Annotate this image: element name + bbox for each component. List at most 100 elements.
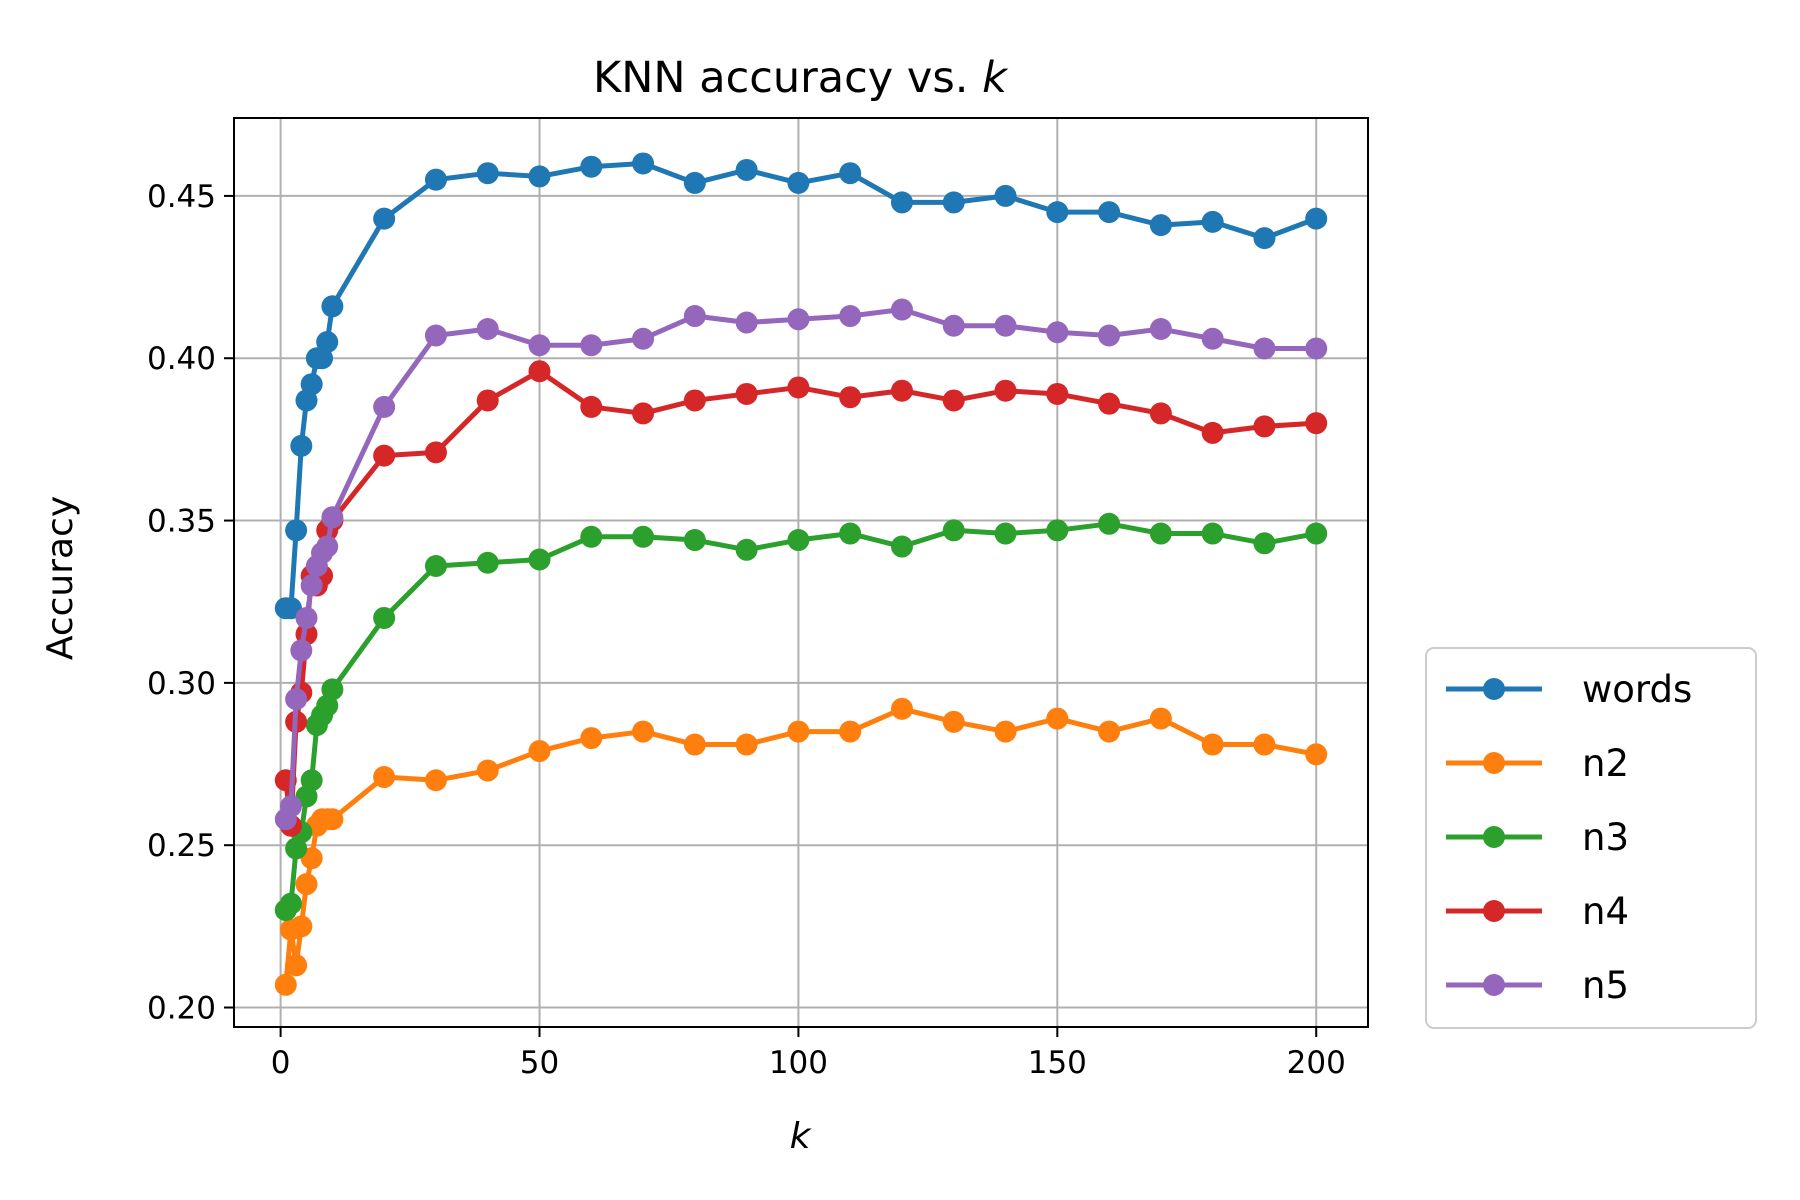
grid-layer bbox=[234, 118, 1368, 1027]
data-point-n5 bbox=[295, 606, 318, 629]
y-tick-label: 0.45 bbox=[147, 179, 216, 215]
data-point-n2 bbox=[890, 697, 913, 720]
y-tick-label: 0.30 bbox=[147, 666, 216, 702]
data-point-n2 bbox=[373, 766, 396, 789]
data-point-n4 bbox=[580, 395, 603, 418]
data-point-n2 bbox=[424, 769, 447, 792]
data-point-n5 bbox=[373, 395, 396, 418]
data-point-n5 bbox=[290, 639, 313, 662]
data-point-n5 bbox=[285, 688, 308, 711]
data-point-n4 bbox=[735, 382, 758, 405]
data-point-n5 bbox=[1149, 318, 1172, 341]
data-point-n4 bbox=[839, 386, 862, 409]
data-point-n5 bbox=[994, 314, 1017, 337]
data-point-n2 bbox=[942, 710, 965, 733]
data-point-words bbox=[1098, 201, 1121, 224]
chart-title: KNN accuracy vs. k bbox=[593, 53, 1009, 103]
legend-item-n2: n2 bbox=[1446, 742, 1629, 785]
data-point-n3 bbox=[580, 525, 603, 548]
data-point-n2 bbox=[787, 720, 810, 743]
data-point-n5 bbox=[300, 574, 323, 597]
legend-label-n2: n2 bbox=[1582, 742, 1629, 785]
data-point-n2 bbox=[632, 720, 655, 743]
data-point-words bbox=[735, 158, 758, 181]
data-point-words bbox=[1253, 227, 1276, 250]
data-point-n4 bbox=[1201, 421, 1224, 444]
data-point-n5 bbox=[942, 314, 965, 337]
data-point-n3 bbox=[735, 538, 758, 561]
data-point-n3 bbox=[1305, 522, 1328, 545]
legend-marker-n5 bbox=[1483, 974, 1505, 996]
data-point-words bbox=[300, 373, 323, 396]
data-point-n3 bbox=[994, 522, 1017, 545]
data-point-words bbox=[942, 191, 965, 214]
data-point-words bbox=[424, 168, 447, 191]
data-point-n2 bbox=[274, 973, 297, 996]
data-point-n5 bbox=[279, 795, 302, 818]
data-point-n4 bbox=[1305, 412, 1328, 435]
x-tick-label: 50 bbox=[520, 1045, 559, 1081]
data-point-n4 bbox=[1046, 382, 1069, 405]
data-point-n3 bbox=[839, 522, 862, 545]
legend-label-n4: n4 bbox=[1582, 890, 1629, 933]
series-words bbox=[274, 152, 1328, 620]
data-point-n5 bbox=[839, 305, 862, 328]
data-point-words bbox=[839, 162, 862, 185]
chart-title-k: k bbox=[982, 53, 1009, 103]
data-point-n3 bbox=[1098, 512, 1121, 535]
data-point-words bbox=[994, 184, 1017, 207]
data-point-n2 bbox=[1149, 707, 1172, 730]
data-point-n3 bbox=[1046, 519, 1069, 542]
legend-label-n3: n3 bbox=[1582, 816, 1629, 859]
data-point-words bbox=[632, 152, 655, 175]
data-point-n2 bbox=[528, 740, 551, 763]
data-point-n3 bbox=[300, 769, 323, 792]
data-point-n5 bbox=[890, 298, 913, 321]
data-point-words bbox=[528, 165, 551, 188]
data-point-n3 bbox=[1149, 522, 1172, 545]
data-point-n4 bbox=[890, 379, 913, 402]
legend: words n2 n3 n4 n5 bbox=[1425, 647, 1757, 1029]
legend-items: words n2 n3 n4 n5 bbox=[1446, 668, 1692, 1007]
axis-layer: 0 50 100 150 200 0.20 0.25 0.30 0.35 0.40 0.45 bbox=[147, 179, 1346, 1081]
data-point-words bbox=[683, 171, 706, 194]
data-point-n2 bbox=[1253, 733, 1276, 756]
data-point-words bbox=[321, 295, 344, 318]
data-point-n4 bbox=[683, 389, 706, 412]
x-tick-label: 0 bbox=[271, 1045, 291, 1081]
data-point-n3 bbox=[373, 606, 396, 629]
data-point-n4 bbox=[942, 389, 965, 412]
data-point-words bbox=[1201, 210, 1224, 233]
legend-marker-n2 bbox=[1483, 752, 1505, 774]
data-point-n5 bbox=[316, 535, 339, 558]
x-axis-title: k bbox=[790, 1116, 813, 1157]
data-point-n4 bbox=[1253, 415, 1276, 438]
data-point-n3 bbox=[1253, 532, 1276, 555]
x-tick-label: 200 bbox=[1287, 1045, 1346, 1081]
legend-marker-n4 bbox=[1483, 900, 1505, 922]
data-point-n5 bbox=[632, 327, 655, 350]
data-point-n5 bbox=[580, 334, 603, 357]
data-point-n4 bbox=[632, 402, 655, 425]
data-point-words bbox=[890, 191, 913, 214]
data-point-n3 bbox=[424, 555, 447, 578]
series-layer bbox=[274, 152, 1328, 996]
data-point-n5 bbox=[1098, 324, 1121, 347]
x-tick-label: 100 bbox=[769, 1045, 828, 1081]
data-point-words bbox=[316, 331, 339, 354]
data-point-n2 bbox=[683, 733, 706, 756]
data-point-n2 bbox=[994, 720, 1017, 743]
data-point-n3 bbox=[279, 892, 302, 915]
data-point-words bbox=[476, 162, 499, 185]
data-point-n2 bbox=[1201, 733, 1224, 756]
legend-item-n4: n4 bbox=[1446, 890, 1629, 933]
legend-marker-n3 bbox=[1483, 826, 1505, 848]
data-point-n2 bbox=[580, 727, 603, 750]
data-point-words bbox=[1149, 214, 1172, 237]
legend-item-words: words bbox=[1446, 668, 1692, 711]
data-point-n3 bbox=[321, 678, 344, 701]
data-point-n5 bbox=[528, 334, 551, 357]
data-point-n5 bbox=[787, 308, 810, 331]
data-point-n2 bbox=[1305, 743, 1328, 766]
data-point-n2 bbox=[735, 733, 758, 756]
